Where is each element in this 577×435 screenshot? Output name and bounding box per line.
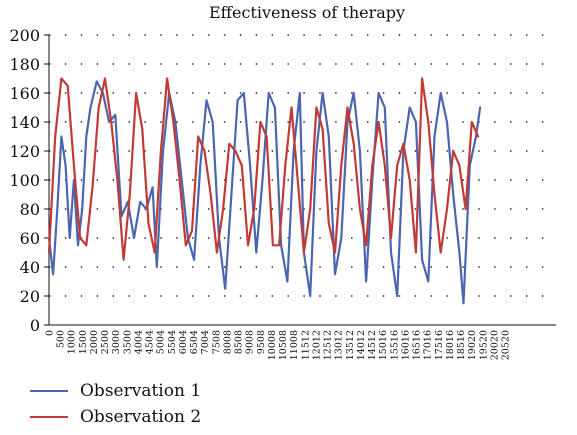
y-tick-label: 160 <box>9 84 40 103</box>
x-tick-label: 7508 <box>211 330 222 354</box>
series-line-2 <box>47 77 480 261</box>
x-tick-label: 10508 <box>278 330 289 360</box>
y-tick-label: 140 <box>9 113 40 132</box>
series-1 <box>47 80 482 305</box>
x-tick-label: 19520 <box>478 330 489 360</box>
chart-title: Effectiveness of therapy <box>209 3 405 22</box>
legend-swatch-observation-1 <box>30 390 68 392</box>
x-tick-label: 20020 <box>489 330 500 360</box>
x-tick-label: 14012 <box>356 330 367 360</box>
x-tick-label: 17516 <box>434 330 445 360</box>
x-tick-label: 9008 <box>245 330 256 354</box>
y-tick-labels: 0 20 40 60 80 100 120 140 160 180 200 <box>9 26 49 335</box>
x-tick-label: 4504 <box>145 330 156 354</box>
series-line-1 <box>47 80 482 305</box>
x-tick-label: 19020 <box>467 330 478 360</box>
x-tick-label: 1000 <box>67 330 78 354</box>
x-tick-label: 7004 <box>200 330 211 354</box>
y-tick-label: 20 <box>20 287 40 306</box>
x-tick-label: 16516 <box>412 330 423 360</box>
x-tick-label: 4004 <box>133 330 144 354</box>
x-tick-label: 18516 <box>456 330 467 360</box>
x-tick-label: 17016 <box>423 330 434 360</box>
legend-label-observation-2: Observation 2 <box>80 407 202 427</box>
x-tick-label: 13012 <box>334 330 345 360</box>
legend-item-observation-2: Observation 2 <box>30 404 201 430</box>
y-tick-label: 40 <box>20 258 40 277</box>
x-tick-label: 18016 <box>445 330 456 360</box>
x-tick-label: 0 <box>45 330 56 336</box>
x-tick-label: 9508 <box>256 330 267 354</box>
x-tick-label: 11008 <box>289 330 300 360</box>
series-2 <box>47 77 480 261</box>
y-tick-label: 200 <box>9 26 40 45</box>
x-tick-label: 500 <box>56 330 67 348</box>
legend-item-observation-1: Observation 1 <box>30 378 201 404</box>
x-tick-label: 11512 <box>300 330 311 360</box>
x-tick-label: 15016 <box>378 330 389 360</box>
legend-swatch-observation-2 <box>30 416 68 418</box>
x-tick-label: 10008 <box>267 330 278 360</box>
x-tick-label: 3500 <box>122 330 133 354</box>
y-tick-label: 120 <box>9 142 40 161</box>
x-tick-label: 14512 <box>367 330 378 360</box>
x-tick-label: 16016 <box>400 330 411 360</box>
y-tick-label: 80 <box>20 200 40 219</box>
y-tick-label: 100 <box>9 171 40 190</box>
legend: Observation 1 Observation 2 <box>30 378 201 430</box>
series-layer <box>47 77 482 305</box>
legend-label-observation-1: Observation 1 <box>80 381 202 401</box>
x-tick-label: 13512 <box>345 330 356 360</box>
x-tick-labels: 0 500 1000 1500 2000 2500 3000 3500 4004 4504 5004… <box>45 330 512 360</box>
x-tick-label: 12012 <box>311 330 322 360</box>
x-tick-label: 8008 <box>222 330 233 354</box>
x-tick-label: 5504 <box>167 330 178 354</box>
x-tick-label: 1500 <box>78 330 89 354</box>
y-tick-label: 0 <box>30 316 40 335</box>
x-tick-label: 6004 <box>178 330 189 354</box>
x-tick-label: 2500 <box>100 330 111 354</box>
x-tick-label: 8508 <box>234 330 245 354</box>
x-tick-label: 6504 <box>189 330 200 354</box>
x-tick-label: 3000 <box>111 330 122 354</box>
x-tick-label: 15516 <box>389 330 400 360</box>
y-tick-label: 180 <box>9 55 40 74</box>
x-tick-label: 12512 <box>323 330 334 360</box>
x-tick-label: 5004 <box>156 330 167 354</box>
x-tick-label: 20520 <box>501 330 512 360</box>
y-tick-label: 60 <box>20 229 40 248</box>
x-tick-label: 2000 <box>89 330 100 354</box>
